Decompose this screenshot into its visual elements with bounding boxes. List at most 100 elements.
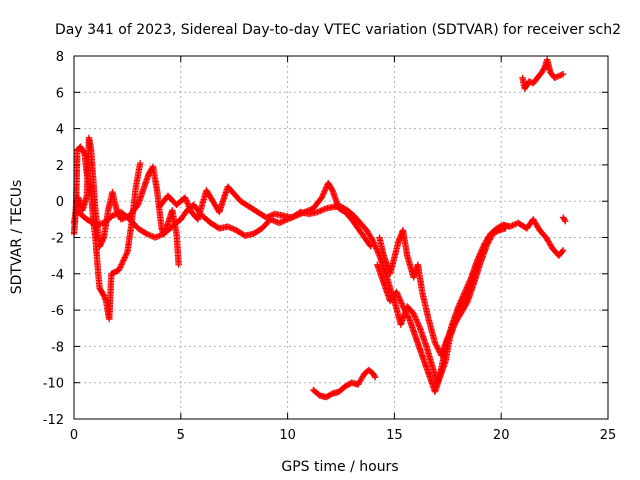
- data-point-marker: [265, 213, 273, 220]
- data-point-marker: [156, 232, 163, 239]
- data-point-marker: [116, 265, 123, 272]
- data-point-marker: [121, 254, 128, 261]
- data-point-marker: [433, 343, 441, 351]
- data-point-marker: [446, 329, 454, 337]
- data-point-marker: [448, 325, 456, 333]
- data-point-marker: [449, 324, 456, 331]
- data-point-marker: [147, 232, 155, 239]
- data-point-marker: [411, 311, 418, 319]
- data-point-marker: [506, 223, 513, 230]
- data-point-marker: [393, 288, 400, 296]
- data-point-marker: [370, 239, 377, 246]
- data-point-marker: [226, 224, 233, 231]
- data-point-marker: [484, 240, 491, 247]
- data-point-marker: [322, 185, 329, 193]
- data-point-marker: [371, 372, 378, 380]
- data-point-marker: [273, 218, 280, 225]
- data-point-marker: [182, 195, 189, 203]
- data-point-marker: [463, 301, 470, 308]
- data-point-marker: [151, 234, 159, 241]
- data-point-marker: [268, 211, 276, 219]
- x-tick-label: 20: [493, 428, 510, 443]
- data-point-marker: [137, 159, 144, 167]
- data-point-marker: [554, 73, 561, 80]
- data-point-marker: [122, 253, 129, 260]
- data-point-marker: [149, 233, 156, 240]
- y-tick-label: 2: [56, 159, 64, 174]
- data-point-marker: [551, 74, 558, 81]
- data-point-marker: [277, 219, 284, 226]
- plot-frame: [73, 55, 609, 420]
- data-point-marker: [400, 304, 407, 312]
- data-point-marker: [415, 322, 422, 329]
- y-axis-label: SDTVAR / TECUs: [9, 180, 25, 295]
- data-point-marker: [185, 203, 193, 210]
- series-track-b: [70, 134, 182, 268]
- x-tick-label: 0: [70, 428, 78, 443]
- y-tick-label: -6: [51, 304, 64, 319]
- data-point-marker: [183, 198, 191, 206]
- data-point-marker: [405, 314, 412, 321]
- data-point-marker: [318, 194, 325, 201]
- data-point-marker: [402, 308, 409, 316]
- data-point-marker: [404, 311, 411, 319]
- data-point-marker: [395, 293, 402, 300]
- data-point-marker: [412, 314, 419, 322]
- data-point-marker: [315, 208, 323, 215]
- data-point-marker: [414, 319, 421, 326]
- data-point-marker: [559, 247, 567, 254]
- data-point-marker: [371, 374, 379, 381]
- data-point-marker: [401, 307, 409, 314]
- data-point-marker: [122, 251, 130, 259]
- axis-ticks: 0 5 10 15 20 25 -12 -10 -8 -6 -4 -2 0 2 4 6 8: [43, 50, 617, 443]
- data-point-marker: [153, 233, 160, 241]
- y-tick-label: -10: [43, 377, 64, 392]
- data-point-marker: [410, 310, 417, 317]
- series-track-c: [75, 179, 375, 250]
- data-point-marker: [123, 250, 130, 257]
- data-point-marker: [146, 231, 153, 239]
- data-point-marker: [373, 245, 380, 252]
- series-track-h: [559, 214, 569, 225]
- data-point-marker: [399, 301, 406, 309]
- data-point-marker: [314, 208, 321, 216]
- data-point-marker: [185, 201, 192, 209]
- data-point-marker: [280, 217, 287, 225]
- data-point-marker: [154, 233, 162, 240]
- data-point-marker: [119, 215, 126, 222]
- series-track-g: [310, 366, 379, 401]
- data-point-marker: [321, 188, 328, 195]
- data-point-marker: [372, 243, 379, 251]
- data-point-marker: [431, 339, 439, 346]
- y-tick-label: -12: [43, 413, 64, 428]
- data-point-marker: [270, 217, 277, 224]
- data-point-marker: [143, 230, 150, 238]
- data-point-marker: [393, 290, 401, 297]
- data-point-marker: [432, 340, 439, 348]
- x-tick-label: 25: [600, 428, 617, 443]
- data-point-marker: [227, 224, 234, 232]
- data-point-marker: [100, 235, 107, 242]
- data-point-marker: [397, 297, 404, 304]
- data-point-marker: [119, 258, 126, 265]
- data-point-marker: [228, 225, 236, 232]
- data-point-marker: [109, 212, 116, 219]
- data-point-marker: [447, 328, 454, 335]
- data-point-marker: [502, 225, 509, 232]
- data-point-marker: [175, 261, 182, 268]
- data-point-marker: [144, 231, 152, 238]
- data-point-marker: [113, 210, 120, 218]
- data-point-marker: [184, 200, 191, 207]
- data-point-marker: [562, 217, 569, 225]
- data-point-marker: [557, 72, 564, 79]
- data-point-marker: [555, 72, 563, 80]
- y-tick-label: -2: [51, 232, 64, 247]
- data-point-marker: [559, 248, 566, 255]
- series-track-d: [156, 183, 567, 386]
- data-point-marker: [317, 207, 324, 215]
- data-point-marker: [401, 306, 408, 313]
- data-point-marker: [507, 222, 515, 230]
- series-track-f: [376, 225, 509, 359]
- chart-title: Day 341 of 2023, Sidereal Day-to-day VTE…: [55, 22, 621, 38]
